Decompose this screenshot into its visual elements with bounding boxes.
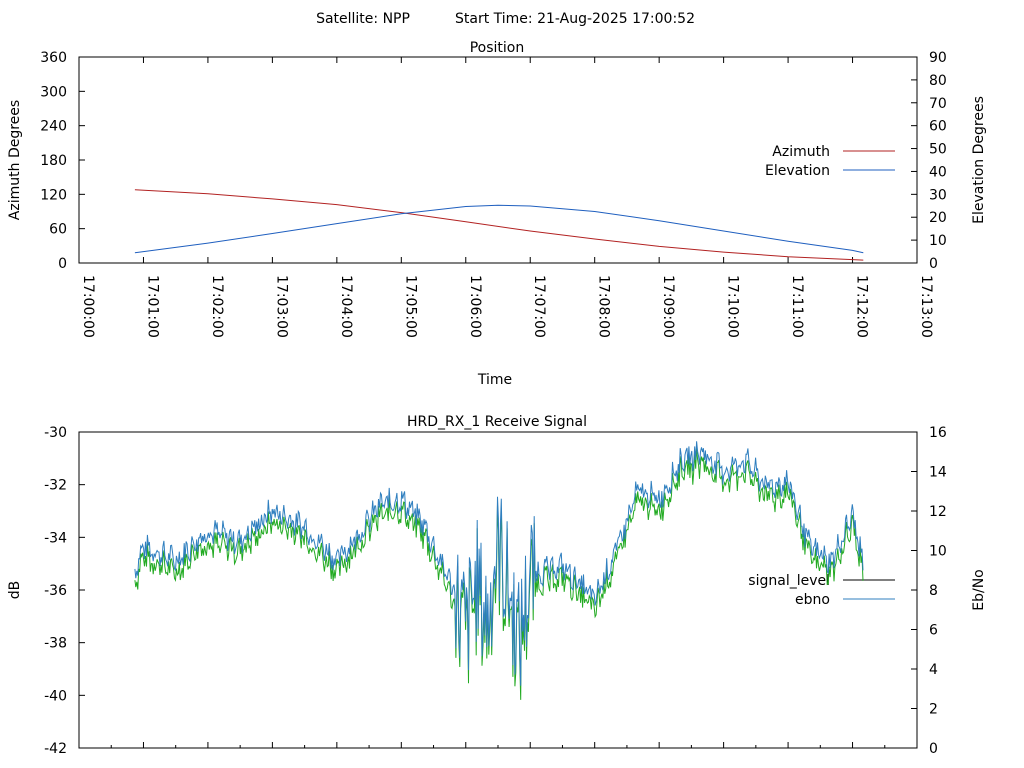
legend-label-azimuth: Azimuth [772, 144, 830, 160]
signal-y-tick-label: -34 [44, 530, 67, 546]
position-x-tick-label: 17:06:00 [467, 275, 483, 338]
satellite-label: Satellite: NPP [316, 11, 410, 27]
signal-y2-axis-label: Eb/No [971, 569, 987, 611]
position-x-tick-label: 17:11:00 [789, 275, 805, 338]
position-y-tick-label: 240 [40, 119, 67, 135]
series-line-ebno [134, 441, 864, 686]
signal-y-tick-label: -32 [44, 478, 67, 494]
signal-y-tick-label: -30 [44, 425, 67, 441]
signal-y2-tick-label: 8 [929, 583, 938, 599]
position-y2-tick-label: 80 [929, 73, 947, 89]
position-y-tick-label: 300 [40, 84, 67, 100]
position-y-tick-label: 180 [40, 153, 67, 169]
position-y-tick-label: 0 [58, 256, 67, 272]
position-x-tick-label: 17:01:00 [144, 275, 160, 338]
signal-y-tick-label: -38 [44, 636, 67, 652]
signal-chart-title: HRD_RX_1 Receive Signal [407, 414, 587, 430]
signal-legend: signal_level ebno [748, 573, 895, 608]
position-y2-tick-label: 70 [929, 96, 947, 112]
signal-y-tick-label: -42 [44, 741, 67, 757]
position-x-tick-label: 17:03:00 [273, 275, 289, 338]
position-x-tick-label: 17:05:00 [402, 275, 418, 338]
position-y-axis-label: Azimuth Degrees [7, 100, 23, 220]
series-line-azimuth [134, 189, 864, 261]
signal-y-tick-label: -40 [44, 688, 67, 704]
position-x-tick-label: 17:04:00 [338, 275, 354, 338]
position-x-tick-label: 17:02:00 [209, 275, 225, 338]
signal-y2-tick-label: 10 [929, 544, 947, 560]
position-x-tick-label: 17:12:00 [854, 275, 870, 338]
position-y2-tick-label: 20 [929, 210, 947, 226]
position-y2-tick-label: 30 [929, 187, 947, 203]
position-legend: Azimuth Elevation [765, 144, 895, 179]
position-chart-title: Position [470, 40, 525, 56]
signal-y2-tick-label: 4 [929, 662, 938, 678]
legend-label-signal-level: signal_level [748, 573, 830, 589]
signal-y-axis-label: dB [7, 581, 23, 600]
position-x-tick-label: 17:00:00 [80, 275, 96, 338]
position-y2-tick-label: 10 [929, 233, 947, 249]
position-y-tick-label: 60 [49, 222, 67, 238]
position-y2-tick-label: 60 [929, 119, 947, 135]
position-x-tick-label: 17:13:00 [918, 275, 934, 338]
signal-y2-tick-label: 16 [929, 425, 947, 441]
signal-y2-tick-label: 12 [929, 504, 947, 520]
signal-y2-tick-label: 14 [929, 465, 947, 481]
position-y-tick-label: 360 [40, 50, 67, 66]
signal-y2-tick-label: 2 [929, 702, 938, 718]
signal-y-tick-label: -36 [44, 583, 67, 599]
start-time-label: Start Time: 21-Aug-2025 17:00:52 [455, 11, 695, 27]
position-plot-frame [78, 56, 918, 264]
position-y-tick-label: 120 [40, 187, 67, 203]
legend-label-elevation: Elevation [765, 163, 830, 179]
signal-y2-tick-label: 6 [929, 623, 938, 639]
position-y2-tick-label: 90 [929, 50, 947, 66]
position-y2-tick-label: 0 [929, 256, 938, 272]
position-x-tick-label: 17:07:00 [531, 275, 547, 338]
signal-y2-tick-label: 0 [929, 741, 938, 757]
position-x-tick-label: 17:10:00 [725, 275, 741, 338]
position-x-tick-label: 17:09:00 [660, 275, 676, 338]
signal-plot-frame [78, 431, 918, 749]
position-y2-tick-label: 40 [929, 164, 947, 180]
position-y2-axis-label: Elevation Degrees [971, 96, 987, 224]
position-x-tick-label: 17:08:00 [596, 275, 612, 338]
series-line-elevation [134, 204, 864, 254]
position-y2-tick-label: 50 [929, 142, 947, 158]
legend-label-ebno: ebno [795, 592, 830, 608]
position-x-axis-label: Time [477, 372, 512, 388]
